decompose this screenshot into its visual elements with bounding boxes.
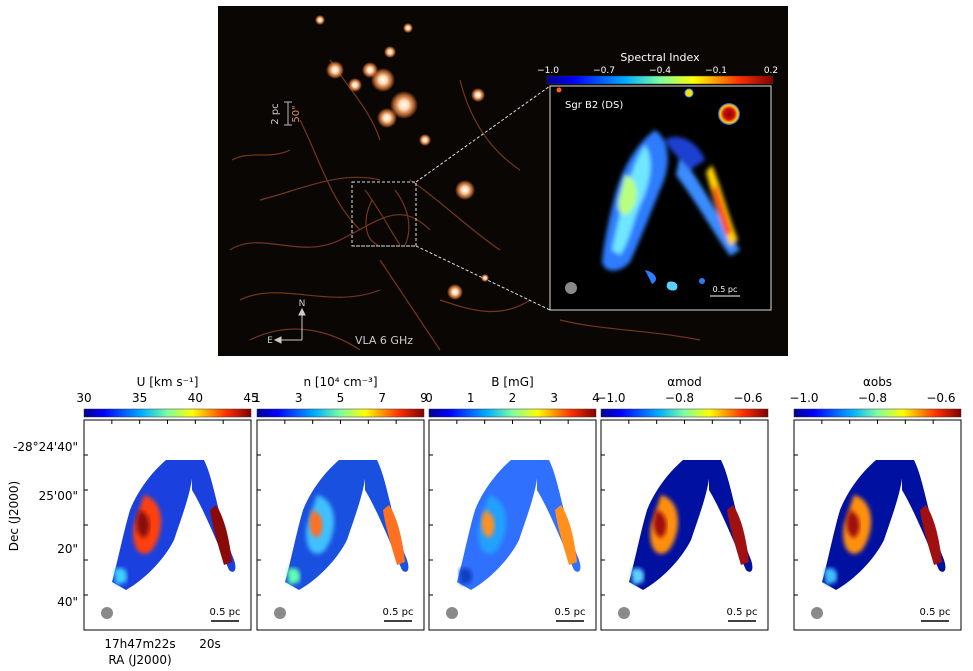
bottom-panels: 30 35 40 45U [km s⁻¹]0.5 pc1 3 5 7 9n [10⁴ cm⁻³… <box>76 375 962 631</box>
scale-arcsec-label: 50" <box>291 105 302 122</box>
scale-bar-label: 0.5 pc <box>555 607 586 618</box>
radio-image-panel: 2 pc 50" N E VLA 6 GHz <box>218 6 788 356</box>
colorbar-label: n [10⁴ cm⁻³] <box>303 375 377 389</box>
colorbar-tick: −1.0 <box>789 391 818 405</box>
x-axis-label: RA (J2000) <box>108 653 171 667</box>
compact-sources <box>315 15 489 300</box>
colorbar <box>256 408 425 418</box>
colorbar-label: αmod <box>667 375 702 389</box>
inset-tick: −1.0 <box>537 66 559 76</box>
compass-n-label: N <box>299 299 306 309</box>
jet-tail <box>114 568 128 585</box>
jet-right-core <box>727 505 749 565</box>
colorbar-tick: 4 <box>592 391 600 405</box>
colorbar-label: B [mG] <box>491 375 533 389</box>
inset-colorbar-label: Spectral Index <box>620 51 700 64</box>
beam-ellipse <box>446 607 458 619</box>
jet-tail <box>459 568 473 585</box>
colorbar-tick: 7 <box>378 391 386 405</box>
jet-core-peak <box>481 510 495 538</box>
jet-core-peak <box>136 510 150 538</box>
scale-bar-label: 0.5 pc <box>727 607 758 618</box>
inset-tick: −0.1 <box>705 66 727 76</box>
colorbar-tick: 2 <box>509 391 517 405</box>
map-panel: −1.0 −0.8 −0.6 αobs 0.5 pc <box>789 375 962 631</box>
beam-ellipse <box>101 607 113 619</box>
colorbar-tick: 0 <box>425 391 433 405</box>
jet-core-peak <box>309 510 323 538</box>
colorbar <box>428 408 597 418</box>
colorbar-tick: 9 <box>420 391 428 405</box>
vla-label: VLA 6 GHz <box>355 334 413 347</box>
map-panel: 0 1 2 3 4 B [mG] 0.5 pc <box>425 375 600 631</box>
colorbar <box>793 408 962 418</box>
jet-right-core <box>920 505 942 565</box>
colorbar-tick: −0.8 <box>858 391 887 405</box>
colorbar-tick: 30 <box>76 391 91 405</box>
x-tick: 17h47m22s <box>104 637 175 651</box>
colorbar-tick: −0.6 <box>733 391 762 405</box>
inset-tick: 0.2 <box>764 66 778 76</box>
colorbar-tick: 5 <box>337 391 345 405</box>
jet-core-peak <box>846 510 860 538</box>
scale-bar-label: 0.5 pc <box>210 607 241 618</box>
colorbar-tick: 1 <box>467 391 475 405</box>
colorbar-label: U [km s⁻¹] <box>137 375 199 389</box>
spectral-index-inset: 0.5 pc Sgr B2 (DS) Spectral Index −1.0 −… <box>537 51 778 311</box>
top-scale-bar: 2 pc 50" <box>270 101 302 126</box>
colorbar-tick: 45 <box>243 391 258 405</box>
colorbar <box>83 408 252 418</box>
scale-bar-label: 0.5 pc <box>383 607 414 618</box>
beam-ellipse <box>618 607 630 619</box>
jet-tail <box>287 568 301 585</box>
map-panel: −1.0 −0.8 −0.6 αmod 0.5 pc <box>596 375 769 631</box>
y-tick: 20" <box>57 542 78 556</box>
beam-ellipse <box>274 607 286 619</box>
jet-core-peak <box>653 510 667 538</box>
beam-ellipse <box>565 282 577 294</box>
inset-tick: −0.7 <box>593 66 615 76</box>
y-axis-label: Dec (J2000) <box>7 481 21 551</box>
compass <box>273 307 306 344</box>
colorbar-tick: −0.8 <box>665 391 694 405</box>
inset-colorbar <box>546 75 774 85</box>
jet-tail <box>631 568 645 585</box>
inset-title: Sgr B2 (DS) <box>565 100 623 111</box>
scale-bar-label: 0.5 pc <box>920 607 951 618</box>
zoom-line-top <box>415 85 551 183</box>
jet-right-core <box>210 505 232 565</box>
colorbar-tick: 35 <box>132 391 147 405</box>
y-tick: -28°24'40" <box>13 440 78 454</box>
colorbar-tick: 3 <box>295 391 303 405</box>
inset-scalebar-label: 0.5 pc <box>713 285 738 294</box>
jet-tail <box>824 568 838 585</box>
scale-pc-label: 2 pc <box>270 103 281 124</box>
colorbar-tick: 3 <box>550 391 558 405</box>
map-panel: 1 3 5 7 9 n [10⁴ cm⁻³] 0.5 pc <box>253 375 428 631</box>
inset-tick: −0.4 <box>649 66 671 76</box>
jet-right-core <box>383 505 405 565</box>
colorbar-tick: −0.6 <box>926 391 955 405</box>
colorbar-tick: 1 <box>253 391 261 405</box>
colorbar-tick: −1.0 <box>596 391 625 405</box>
y-tick: 25'00" <box>39 489 78 503</box>
y-tick: 40" <box>57 595 78 609</box>
beam-ellipse <box>811 607 823 619</box>
compass-e-label: E <box>267 336 273 346</box>
colorbar <box>600 408 769 418</box>
colorbar-label: αobs <box>863 375 892 389</box>
map-panel: 30 35 40 45 U [km s⁻¹] 0.5 pc <box>76 375 259 631</box>
jet-right-core <box>555 505 577 565</box>
colorbar-tick: 40 <box>188 391 203 405</box>
x-tick: 20s <box>199 637 221 651</box>
